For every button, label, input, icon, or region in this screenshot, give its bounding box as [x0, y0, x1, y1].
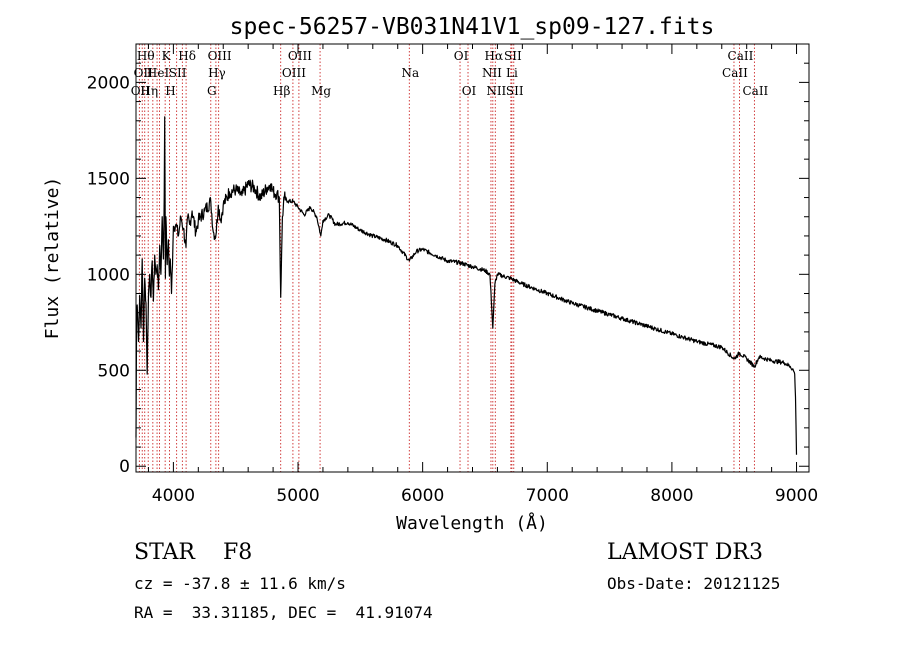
x-axis: 4000 5000 6000 7000 8000 9000 — [147, 44, 818, 506]
x-tick-label: 9000 — [775, 486, 818, 506]
y-axis: 0 500 1000 1500 2000 — [87, 43, 809, 477]
x-tick-label: 8000 — [650, 486, 693, 506]
line-label: OI — [462, 84, 477, 98]
y-tick-label: 1500 — [87, 169, 130, 189]
line-labels-group: OIIOIIHθHηHeIKHSIIHδGHγOIIIHβOIIIOIIIMgN… — [131, 49, 769, 98]
line-label: H — [165, 84, 175, 98]
line-label: SII — [504, 49, 522, 63]
line-label: CaII — [742, 84, 768, 98]
line-label: OIII — [288, 49, 312, 63]
line-label: K — [162, 49, 172, 63]
spectrum-line — [135, 116, 798, 455]
line-label: CaII — [722, 66, 748, 80]
plot-frame — [135, 43, 810, 473]
line-label: OII — [134, 66, 154, 80]
line-label: SII — [169, 66, 187, 80]
line-label: G — [207, 84, 217, 98]
line-label: Li — [506, 66, 518, 80]
line-label: Hβ — [273, 84, 290, 98]
line-label: Hη — [140, 84, 158, 98]
x-tick-label: 5000 — [276, 486, 319, 506]
line-label: Hδ — [178, 49, 196, 63]
line-label: CaII — [728, 49, 754, 63]
line-label: Mg — [311, 84, 331, 98]
emission-lines-group — [138, 44, 755, 472]
chart-title: spec-56257-VB031N41V1_sp09-127.fits — [230, 14, 715, 40]
x-tick-label: 4000 — [152, 486, 195, 506]
y-tick-label: 1000 — [87, 265, 130, 285]
y-tick-label: 0 — [119, 457, 130, 477]
obs-date: Obs-Date: 20121125 — [607, 574, 781, 593]
cz-value: cz = -37.8 ± 11.6 km/s — [134, 574, 346, 593]
line-label: Hθ — [137, 49, 155, 63]
line-label: Hγ — [208, 66, 226, 80]
x-tick-label: 7000 — [526, 486, 569, 506]
line-label: OI — [454, 49, 469, 63]
coords: RA = 33.31185, DEC = 41.91074 — [134, 603, 433, 622]
line-label: SII — [506, 84, 524, 98]
survey-label: LAMOST DR3 — [607, 540, 763, 565]
class-line: STAR F8 — [134, 540, 253, 565]
y-tick-label: 500 — [98, 361, 130, 381]
line-label: NII — [482, 66, 502, 80]
line-label: Hα — [485, 49, 504, 63]
line-label: Na — [401, 66, 419, 80]
x-tick-label: 6000 — [401, 486, 444, 506]
line-label: NII — [486, 84, 506, 98]
y-tick-label: 2000 — [87, 73, 130, 93]
line-label: OIII — [208, 49, 232, 63]
x-axis-label: Wavelength (Å) — [396, 512, 548, 534]
line-label: HeI — [147, 66, 170, 80]
y-axis-label: Flux (relative) — [42, 177, 63, 340]
line-label: OIII — [282, 66, 306, 80]
